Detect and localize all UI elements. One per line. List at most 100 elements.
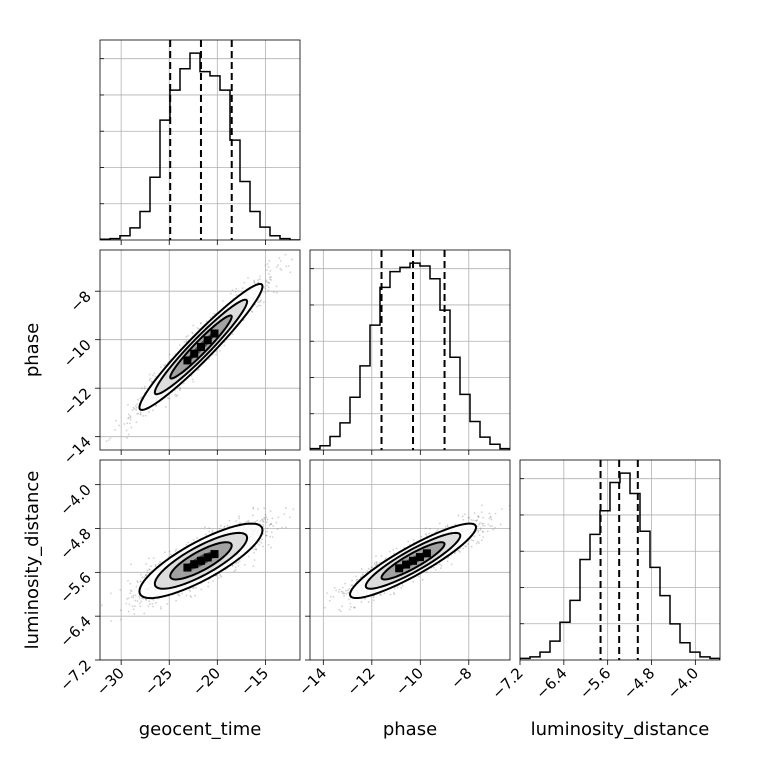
sample-point [237,561,240,564]
density-peak [402,560,411,569]
sample-point [200,588,203,591]
sample-point [133,605,136,608]
sample-point [256,305,259,308]
sample-point [252,514,254,517]
sample-point [178,344,181,347]
sample-point [136,403,139,405]
sample-point [234,569,237,571]
x-axis-label: geocent_time [139,719,262,740]
sample-point [457,549,460,552]
sample-point [139,580,142,583]
sample-point [132,596,135,599]
sample-point [148,568,151,571]
sample-point [130,595,133,598]
sample-point [148,603,151,605]
sample-point [436,528,439,531]
sample-point [139,605,142,608]
sample-point [135,406,138,409]
sample-point [253,281,256,284]
sample-point [477,515,480,517]
sample-point [238,515,240,518]
sample-point [373,562,376,565]
sample-point [147,605,150,608]
sample-point [127,610,130,613]
sample-point [243,563,246,566]
sample-point [340,590,343,593]
y-axis-label: phase [22,323,43,377]
sample-point [360,568,363,570]
sample-point [100,450,102,452]
sample-point [207,581,210,584]
sample-point [130,590,133,593]
sample-point [268,259,271,262]
sample-point [384,557,387,560]
sample-point [147,557,150,560]
sample-point [179,386,181,389]
density-peak [183,356,192,365]
sample-point [470,539,473,542]
sample-point [174,393,177,396]
sample-point [392,592,395,594]
sample-point [128,416,130,419]
sample-point [283,513,286,515]
sample-point [220,575,223,578]
sample-point [392,548,395,551]
sample-point [257,279,259,281]
sample-point [262,545,265,548]
sample-point [196,537,198,539]
sample-point [185,594,188,597]
sample-point [350,605,352,608]
sample-point [347,598,350,601]
sample-point [238,517,241,520]
sample-point [494,526,496,529]
sample-point [270,531,273,534]
sample-point [359,576,362,579]
sample-point [275,521,278,524]
sample-point [262,525,265,528]
sample-point [185,543,188,546]
sample-point [189,590,192,593]
sample-point [266,527,269,530]
sample-point [275,285,278,288]
sample-point [375,561,378,564]
sample-point [265,534,268,537]
sample-point [264,264,267,267]
sample-point [135,408,138,411]
sample-point [395,547,398,550]
sample-point [348,608,351,611]
sample-point [137,398,139,401]
sample-point [237,565,240,568]
sample-point [191,331,194,334]
sample-point [118,424,121,427]
sample-point [345,592,348,595]
sample-point [238,560,241,563]
sample-point [138,602,141,605]
sample-point [185,340,188,343]
sample-point [141,576,144,579]
sample-point [272,525,274,527]
sample-point [355,575,358,578]
panel-content [100,250,300,452]
sample-point [132,594,135,597]
sample-point [179,387,181,390]
sample-point [383,592,386,595]
sample-point [267,289,270,292]
sample-point [148,411,150,413]
sample-point [136,413,138,415]
sample-point [152,598,155,601]
sample-point [194,594,197,597]
sample-point [269,270,272,272]
sample-point [341,592,344,595]
sample-point [254,545,257,548]
sample-point [475,519,478,522]
sample-point [379,593,382,596]
sample-point [135,585,138,588]
sample-point [129,415,132,417]
sample-point [276,528,279,531]
sample-point [271,517,274,520]
sample-point [494,512,497,515]
panel-content [520,460,720,660]
sample-point [463,513,466,516]
sample-point [270,546,272,549]
sample-point [375,555,377,558]
